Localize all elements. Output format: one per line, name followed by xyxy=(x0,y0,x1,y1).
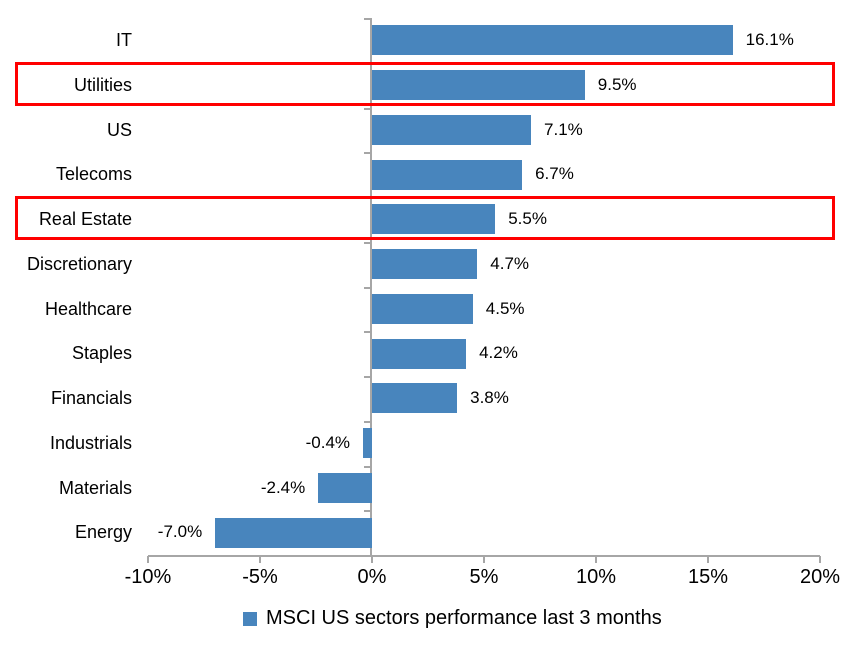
y-axis-tick xyxy=(364,152,370,155)
x-tick-label-15-: 15% xyxy=(687,566,729,588)
x-tick-label-5-: 5% xyxy=(469,566,499,588)
legend: MSCI US sectors performance last 3 month… xyxy=(243,607,662,630)
x-axis-tick xyxy=(371,556,373,563)
value-label-discretionary: 4.7% xyxy=(490,253,530,273)
x-axis-tick xyxy=(483,556,485,563)
bar-staples xyxy=(372,338,467,369)
x-axis-tick xyxy=(147,556,149,563)
x-axis-tick xyxy=(259,556,261,563)
y-axis-tick xyxy=(364,555,370,557)
value-label-utilities: 9.5% xyxy=(597,74,637,94)
x-axis-tick xyxy=(707,556,709,563)
highlight-box-real-estate xyxy=(15,196,835,240)
y-axis-tick xyxy=(364,331,370,334)
value-label-telecoms: 6.7% xyxy=(535,164,574,184)
category-label-materials: Materials xyxy=(58,477,132,498)
y-axis-tick xyxy=(364,286,370,289)
value-label-materials: -2.4% xyxy=(260,477,306,497)
value-label-healthcare: 4.5% xyxy=(485,298,525,318)
category-label-utilities: Utilities xyxy=(73,74,132,95)
legend-label: MSCI US sectors performance last 3 month… xyxy=(266,607,662,629)
bar-financials xyxy=(372,383,458,414)
x-axis-tick xyxy=(819,556,821,563)
x-tick-label--5-: -5% xyxy=(242,566,278,588)
value-label-it: 16.1% xyxy=(745,30,794,49)
y-axis-line xyxy=(370,18,372,557)
x-tick-label--10-: -10% xyxy=(124,566,172,588)
bar-real-estate xyxy=(372,204,496,235)
bar-energy xyxy=(215,517,372,548)
category-label-staples: Staples xyxy=(71,343,132,364)
y-axis-tick xyxy=(364,420,370,423)
category-label-financials: Financials xyxy=(50,388,132,408)
y-axis-tick xyxy=(364,465,370,468)
value-label-financials: 3.8% xyxy=(470,388,509,407)
bar-industrials xyxy=(363,428,372,459)
category-label-industrials: Industrials xyxy=(49,432,132,453)
y-axis-tick xyxy=(364,18,370,20)
y-axis-tick xyxy=(364,107,370,110)
value-label-energy: -7.0% xyxy=(157,522,203,542)
category-label-us: US xyxy=(106,119,132,140)
category-label-energy: Energy xyxy=(74,522,132,543)
bar-us xyxy=(372,114,532,145)
value-label-real-estate: 5.5% xyxy=(508,209,547,228)
category-label-discretionary: Discretionary xyxy=(26,253,132,274)
highlight-box-utilities xyxy=(15,61,835,106)
category-label-healthcare: Healthcare xyxy=(44,298,132,319)
x-axis-tick xyxy=(595,556,597,563)
value-label-us: 7.1% xyxy=(544,119,583,139)
category-label-real-estate: Real Estate xyxy=(38,209,132,229)
y-axis-tick xyxy=(364,241,370,244)
y-axis-tick xyxy=(364,376,370,378)
bar-healthcare xyxy=(372,293,473,324)
x-tick-label-10-: 10% xyxy=(575,566,617,588)
x-tick-label-0-: 0% xyxy=(357,566,387,588)
x-tick-label-20-: 20% xyxy=(799,566,841,588)
value-label-staples: 4.2% xyxy=(479,343,518,363)
category-label-it: IT xyxy=(116,30,132,50)
bar-discretionary xyxy=(372,249,478,280)
value-label-industrials: -0.4% xyxy=(305,432,351,452)
legend-marker-icon xyxy=(243,611,257,626)
bar-it xyxy=(372,25,733,56)
bar-telecoms xyxy=(372,159,523,190)
bar-materials xyxy=(318,472,372,503)
bar-utilities xyxy=(372,70,585,101)
y-axis-tick xyxy=(364,510,370,513)
category-label-telecoms: Telecoms xyxy=(55,164,132,185)
